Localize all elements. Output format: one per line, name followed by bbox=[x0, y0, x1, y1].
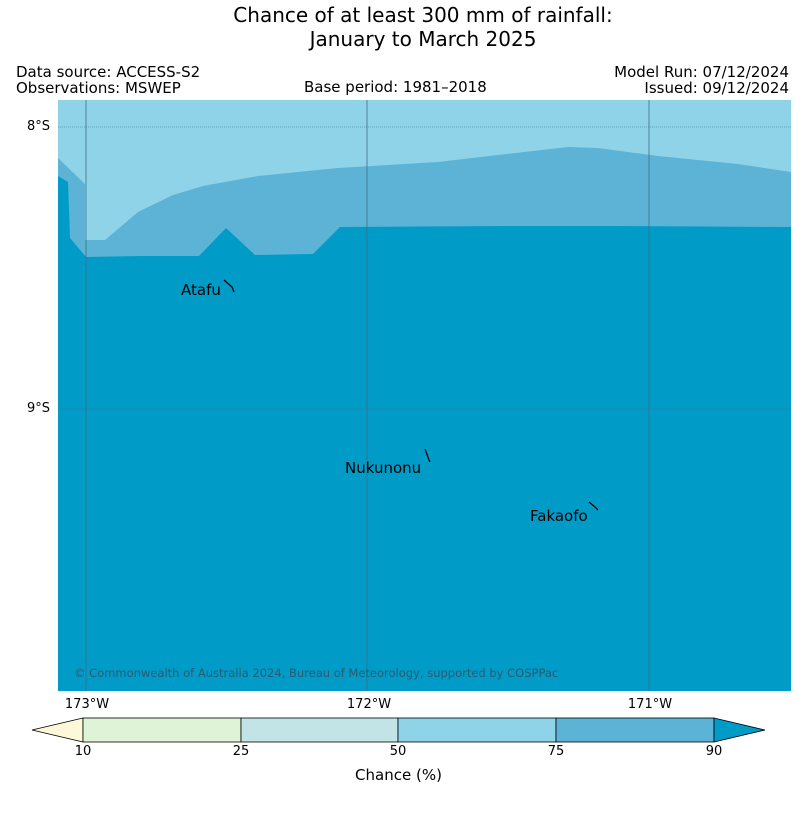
colorbar-below-10 bbox=[31, 717, 84, 743]
colorbar-above-90 bbox=[713, 717, 766, 743]
colorbar-tick-90: 90 bbox=[705, 744, 723, 759]
atafu-atoll bbox=[223, 279, 235, 293]
copyright-notice: © Commonwealth of Australia 2024, Bureau… bbox=[74, 666, 559, 680]
lon-label-173w: 173°W bbox=[64, 697, 110, 712]
colorbar-25-50 bbox=[240, 717, 399, 743]
map-gridlines bbox=[58, 100, 791, 691]
meta-right: Model Run: 07/12/2024 Issued: 09/12/2024 bbox=[614, 64, 789, 96]
colorbar-tick-25: 25 bbox=[232, 744, 250, 759]
title-line-1: Chance of at least 300 mm of rainfall: bbox=[233, 3, 613, 27]
island-label-nukunonu: Nukunonu bbox=[345, 459, 422, 477]
colorbar-75-90 bbox=[555, 717, 715, 743]
island-label-fakaofo: Fakaofo bbox=[530, 507, 588, 525]
rainfall-probability-map bbox=[58, 100, 791, 691]
issued-text: Issued: 09/12/2024 bbox=[644, 79, 789, 97]
lat-label-8s: 8°S bbox=[26, 119, 50, 134]
map-panel bbox=[58, 100, 791, 691]
colorbar-tick-50: 50 bbox=[389, 744, 407, 759]
colorbar-10-25 bbox=[82, 717, 242, 743]
colorbar-label: Chance (%) bbox=[355, 766, 442, 784]
data-source-text: Data source: ACCESS-S2 bbox=[16, 63, 201, 81]
base-period-text: Base period: 1981–2018 bbox=[304, 78, 487, 96]
atoll-outlines bbox=[223, 279, 599, 511]
meta-left: Data source: ACCESS-S2 Observations: MSW… bbox=[16, 64, 200, 96]
model-run-text: Model Run: 07/12/2024 bbox=[614, 63, 789, 81]
lon-label-172w: 172°W bbox=[346, 697, 392, 712]
nukunonu-atoll bbox=[424, 448, 431, 463]
lon-label-171w: 171°W bbox=[627, 697, 673, 712]
fakaofo-atoll bbox=[588, 501, 599, 511]
colorbar-50-75 bbox=[397, 717, 557, 743]
colorbar-tick-75: 75 bbox=[547, 744, 565, 759]
probability-band-above-90 bbox=[58, 176, 791, 691]
lat-label-9s: 9°S bbox=[26, 401, 50, 416]
observations-text: Observations: MSWEP bbox=[16, 79, 181, 97]
colorbar bbox=[31, 717, 766, 743]
chart-title: Chance of at least 300 mm of rainfall: J… bbox=[0, 3, 804, 51]
colorbar-tick-10: 10 bbox=[74, 744, 92, 759]
title-line-2: January to March 2025 bbox=[309, 27, 537, 51]
island-label-atafu: Atafu bbox=[181, 281, 221, 299]
